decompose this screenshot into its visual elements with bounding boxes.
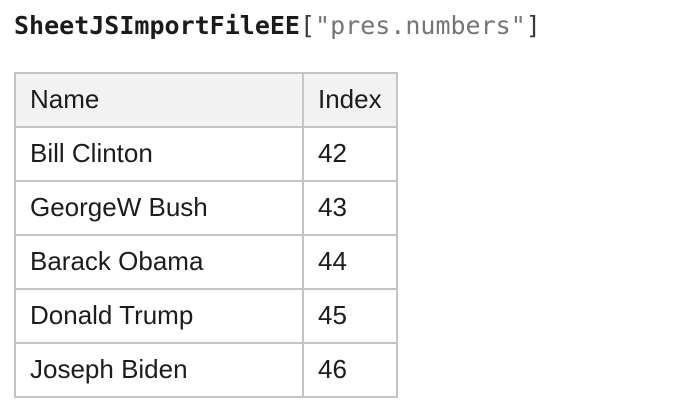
page-title: SheetJSImportFileEE["pres.numbers"] (14, 11, 541, 40)
index-cell: 42 (302, 126, 398, 182)
table-row: Barack Obama 44 (14, 234, 398, 290)
table-header-row: Name Index (14, 72, 398, 128)
function-name: SheetJSImportFileEE (14, 11, 300, 40)
close-bracket: ] (525, 11, 541, 40)
name-cell: GeorgeW Bush (14, 180, 304, 236)
name-cell: Barack Obama (14, 234, 304, 290)
table-row: Donald Trump 45 (14, 288, 398, 344)
index-cell: 46 (302, 342, 398, 398)
index-cell: 44 (302, 234, 398, 290)
name-cell: Donald Trump (14, 288, 304, 344)
name-cell: Joseph Biden (14, 342, 304, 398)
string-argument: "pres.numbers" (315, 11, 526, 40)
table-row: Joseph Biden 46 (14, 342, 398, 398)
name-cell: Bill Clinton (14, 126, 304, 182)
table-row: Bill Clinton 42 (14, 126, 398, 182)
open-bracket: [ (299, 11, 316, 40)
presidents-table: Name Index Bill Clinton 42 GeorgeW Bush … (14, 72, 398, 398)
column-header-name: Name (14, 72, 304, 128)
index-cell: 45 (302, 288, 398, 344)
index-cell: 43 (302, 180, 398, 236)
column-header-index: Index (302, 72, 398, 128)
table-row: GeorgeW Bush 43 (14, 180, 398, 236)
